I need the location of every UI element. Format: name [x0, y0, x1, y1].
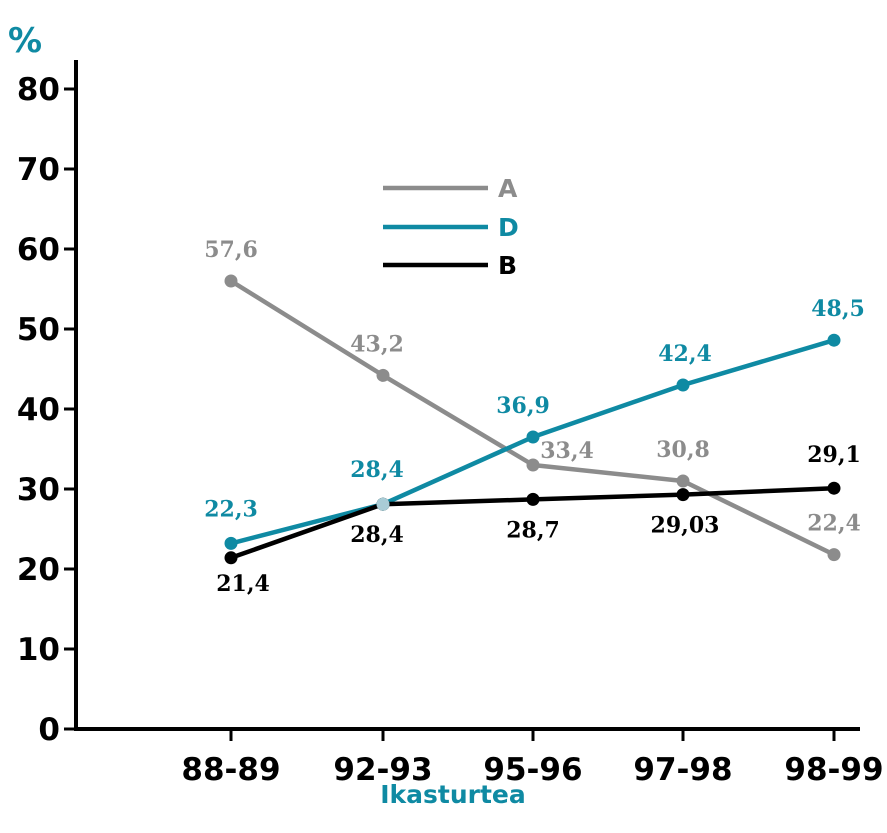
series-point-d [224, 536, 238, 550]
series-point-a [376, 368, 390, 382]
series-point-d [676, 378, 690, 392]
x-tick-label: 88-89 [181, 752, 280, 788]
data-label-b: 29,03 [651, 513, 720, 539]
series-point-d [827, 333, 841, 347]
legend-label-a: A [498, 174, 518, 203]
y-tick-label: 50 [17, 312, 60, 348]
data-label-a: 22,4 [807, 511, 861, 537]
data-label-b: 28,4 [350, 522, 404, 548]
data-label-a: 57,6 [204, 237, 258, 263]
series-point-b [827, 481, 841, 495]
legend-label-d: D [498, 213, 519, 242]
series-point-a [676, 474, 690, 488]
y-tick-label: 70 [17, 152, 60, 188]
series-point-b [224, 551, 238, 565]
series-lines [229, 279, 835, 560]
series-point-a [526, 458, 540, 472]
y-tick-label: 80 [17, 72, 60, 108]
x-tick-label: 98-99 [784, 752, 883, 788]
series-point-b [526, 492, 540, 506]
series-point-overlap [376, 497, 390, 511]
x-tick-label: 92-93 [333, 752, 432, 788]
data-label-a: 43,2 [350, 331, 404, 357]
y-tick-label: 20 [17, 552, 60, 588]
axes: 0 10 20 30 40 50 60 70 80 88-89 92-93 95-96 97-98 98-… [17, 60, 884, 788]
data-label-b: 29,1 [807, 442, 861, 468]
data-label-d: 48,5 [811, 296, 865, 322]
data-label-b: 28,7 [506, 517, 560, 543]
y-tick-label: 0 [38, 712, 60, 748]
legend: ADB [383, 174, 519, 280]
data-label-d: 36,9 [496, 393, 550, 419]
series-point-d [526, 430, 540, 444]
y-tick-label: 10 [17, 632, 60, 668]
y-tick-label: 40 [17, 392, 60, 428]
data-label-d: 28,4 [350, 457, 404, 483]
x-tick-label: 95-96 [483, 752, 582, 788]
data-label-a: 30,8 [656, 437, 710, 463]
data-label-a: 33,4 [540, 438, 594, 464]
data-label-d: 22,3 [204, 496, 258, 522]
series-points [224, 274, 841, 565]
y-tick-label: 60 [17, 232, 60, 268]
y-axis-label: % [8, 21, 42, 61]
y-tick-label: 30 [17, 472, 60, 508]
data-label-d: 42,4 [658, 341, 712, 367]
x-axis-label: Ikasturtea [380, 780, 526, 809]
series-point-b [676, 488, 690, 502]
legend-label-b: B [498, 251, 517, 280]
data-labels: 57,6 43,2 33,4 30,8 22,4 22,3 28,4 36,9 42,4 48,5… [204, 237, 865, 597]
data-label-b: 21,4 [216, 571, 270, 597]
series-point-a [827, 548, 841, 562]
x-tick-label: 97-98 [633, 752, 732, 788]
series-point-a [224, 274, 238, 288]
